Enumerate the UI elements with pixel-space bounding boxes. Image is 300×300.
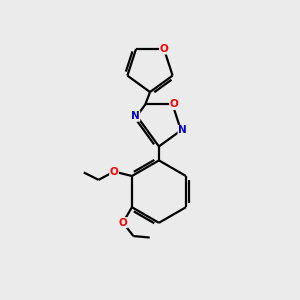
Text: O: O (118, 218, 127, 228)
Text: O: O (110, 167, 118, 176)
Text: N: N (131, 111, 140, 121)
Text: O: O (160, 44, 168, 54)
Text: N: N (178, 125, 187, 135)
Text: O: O (170, 100, 178, 110)
